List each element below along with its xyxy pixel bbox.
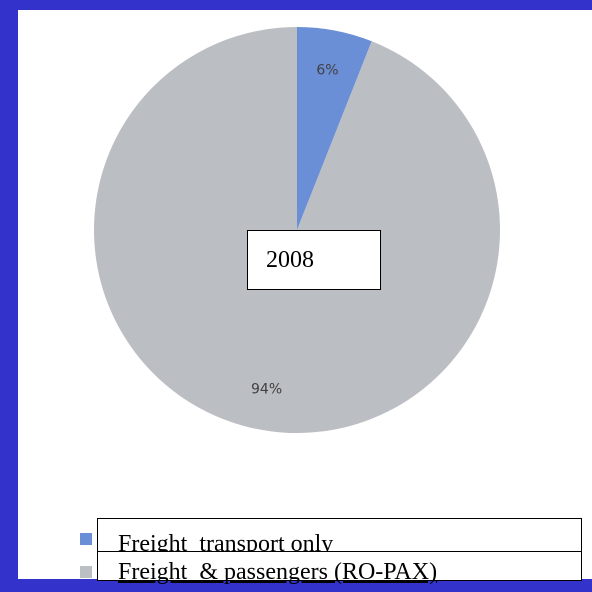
slice-label: 6%: [316, 62, 338, 78]
legend-swatch: [80, 533, 92, 545]
legend-swatch: [80, 566, 92, 578]
legend-label: Freight transport only: [97, 518, 582, 557]
chart: 6% 94%: [93, 27, 501, 433]
pie-slice: [93, 27, 501, 433]
pie-slice: [297, 27, 372, 230]
slice-label: 94%: [251, 382, 282, 398]
annotation: 2008: [247, 230, 381, 290]
legend-label: Freight & passengers (RO-PAX): [97, 551, 582, 585]
